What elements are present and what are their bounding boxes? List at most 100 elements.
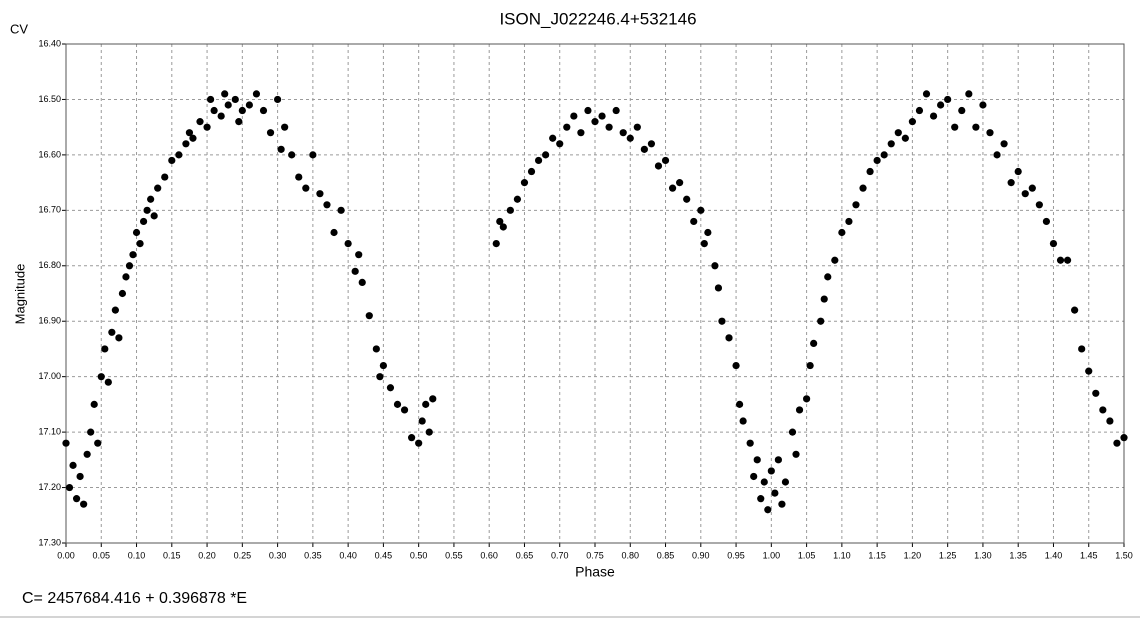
data-point (231, 95, 239, 104)
data-point (972, 123, 980, 131)
data-point (104, 378, 112, 386)
data-point (520, 179, 529, 187)
data-point (309, 151, 317, 159)
data-point (929, 112, 938, 120)
x-tick-label: 0.05 (93, 550, 111, 560)
data-point (563, 123, 571, 131)
y-axis-label: Magnitude (12, 264, 27, 325)
data-point (915, 106, 924, 115)
data-point (513, 195, 522, 203)
data-point (817, 317, 825, 325)
data-point (1049, 240, 1058, 248)
data-point (549, 134, 557, 142)
data-point (831, 256, 839, 264)
x-tick-label: 1.30 (974, 550, 992, 560)
data-point (72, 495, 81, 503)
data-point (866, 167, 874, 176)
data-point (185, 129, 194, 137)
data-point (376, 373, 384, 381)
data-point (661, 156, 670, 165)
data-point (676, 179, 684, 187)
data-point (118, 289, 127, 298)
data-point (1014, 167, 1022, 176)
data-point (852, 201, 860, 209)
data-point (69, 461, 77, 469)
data-point (633, 123, 641, 131)
data-point (774, 456, 782, 464)
data-point (838, 228, 846, 237)
data-point (1028, 184, 1036, 192)
data-point (697, 206, 705, 214)
data-point (605, 123, 613, 131)
x-tick-label: 1.50 (1115, 550, 1133, 560)
data-point (429, 395, 437, 403)
data-point (1113, 439, 1121, 447)
data-point (210, 106, 218, 115)
data-point (771, 489, 779, 497)
x-tick-label: 1.00 (763, 550, 781, 560)
data-point (690, 217, 698, 226)
data-point (147, 195, 155, 203)
data-point (880, 151, 888, 159)
plot-frame (65, 43, 1125, 544)
data-point (739, 417, 747, 425)
x-tick-label: 1.15 (868, 550, 886, 560)
data-point (101, 345, 109, 353)
data-point (570, 112, 578, 120)
data-point (499, 223, 507, 231)
data-point (1120, 434, 1128, 442)
data-point (534, 156, 543, 165)
data-point (767, 467, 775, 475)
data-point (711, 262, 719, 270)
data-point (764, 506, 772, 514)
x-tick-label: 0.45 (375, 550, 393, 560)
data-point (887, 140, 895, 148)
data-point (591, 118, 599, 126)
data-point (245, 101, 253, 109)
data-point (788, 428, 797, 436)
y-tick-label: 17.30 (38, 537, 61, 547)
data-point (806, 361, 814, 370)
data-point (859, 184, 867, 192)
data-point (1071, 306, 1079, 314)
x-tick-label: 1.25 (939, 550, 957, 560)
data-point (80, 500, 88, 508)
data-point (139, 217, 148, 226)
x-axis-label: Phase (575, 564, 615, 580)
data-point (781, 478, 790, 486)
data-point (83, 450, 91, 458)
data-point (908, 118, 917, 126)
data-point (795, 406, 804, 414)
x-tick-label: 0.40 (339, 550, 357, 560)
data-point (87, 428, 95, 436)
data-point (619, 129, 627, 137)
data-point (873, 156, 881, 165)
x-tick-label: 1.20 (904, 550, 922, 560)
data-point (252, 90, 261, 98)
data-point (132, 228, 141, 237)
data-point (668, 184, 677, 192)
data-point (115, 334, 123, 342)
data-point (295, 173, 303, 181)
data-point (901, 134, 909, 142)
data-point (993, 151, 1001, 159)
x-tick-label: 0.60 (480, 550, 498, 560)
data-point (372, 345, 380, 353)
data-point (937, 101, 945, 109)
data-point (302, 184, 310, 192)
data-point (386, 384, 395, 392)
y-tick-label: 16.90 (38, 316, 61, 326)
data-point (288, 151, 296, 159)
data-point (958, 106, 966, 115)
data-point (189, 134, 197, 142)
data-point (598, 112, 606, 120)
data-point (122, 273, 130, 281)
data-point (175, 151, 183, 159)
data-point (556, 140, 564, 148)
y-tick-label: 16.40 (38, 38, 61, 48)
data-point (274, 95, 282, 104)
data-point (704, 228, 712, 237)
data-point (654, 162, 663, 170)
data-point (168, 156, 176, 165)
